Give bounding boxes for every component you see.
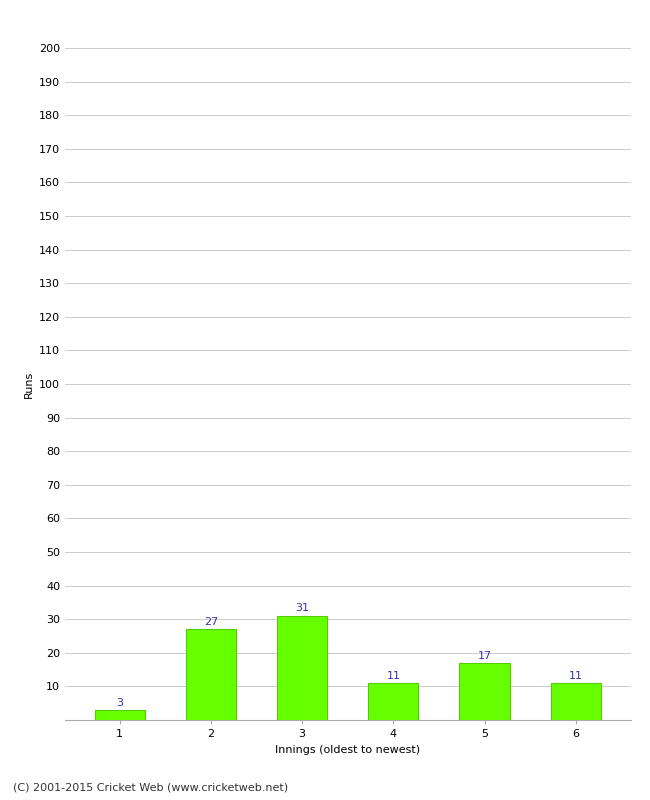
- Bar: [460, 663, 510, 720]
- Text: (C) 2001-2015 Cricket Web (www.cricketweb.net): (C) 2001-2015 Cricket Web (www.cricketwe…: [13, 782, 288, 792]
- Y-axis label: Runs: Runs: [23, 370, 33, 398]
- Text: 11: 11: [386, 670, 400, 681]
- Bar: [95, 710, 145, 720]
- Bar: [369, 683, 419, 720]
- Text: 17: 17: [478, 650, 491, 661]
- Bar: [277, 616, 327, 720]
- Text: 3: 3: [116, 698, 124, 707]
- Bar: [551, 683, 601, 720]
- Text: 11: 11: [569, 670, 583, 681]
- Bar: [186, 630, 236, 720]
- X-axis label: Innings (oldest to newest): Innings (oldest to newest): [275, 745, 421, 754]
- Text: 31: 31: [295, 603, 309, 614]
- Text: 27: 27: [204, 617, 218, 627]
